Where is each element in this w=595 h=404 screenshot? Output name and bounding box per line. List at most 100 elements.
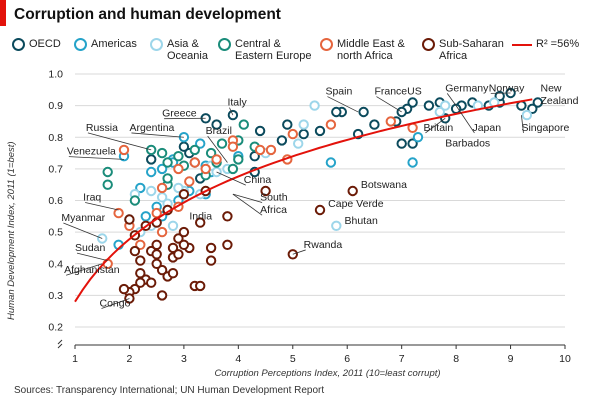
annotation-leader	[76, 252, 108, 261]
point-mena	[254, 144, 266, 156]
annotation-label: Brazil	[206, 125, 232, 137]
annotation-label: Zealand	[541, 95, 579, 107]
x-tick-label: 9	[508, 353, 514, 365]
point-mena	[113, 207, 124, 219]
annotation-label: Cape Verde	[328, 198, 384, 210]
y-tick-label: 1.0	[48, 69, 63, 81]
annotation-leader	[446, 93, 457, 106]
point-asia	[521, 109, 533, 121]
legend-marker-mena	[320, 38, 333, 51]
point-cee	[173, 151, 184, 162]
point-cee	[205, 147, 217, 159]
point-ssa	[205, 242, 217, 254]
legend-label-americas: Americas	[91, 38, 137, 50]
annotation-label: Norway	[489, 82, 525, 94]
point-ssa	[314, 204, 326, 216]
legend-item-americas: Americas	[74, 38, 137, 51]
annotation-leader	[87, 132, 152, 151]
point-mena	[156, 182, 168, 194]
annotation-leader	[232, 193, 263, 203]
point-asia	[167, 220, 179, 232]
y-tick-label: 0.5	[48, 227, 63, 239]
brand-accent-bar	[0, 0, 6, 26]
y-tick-label: 0.3	[48, 290, 63, 302]
point-ssa	[222, 239, 233, 251]
annotation-label: Iraq	[83, 192, 101, 204]
y-tick-label: 0.9	[48, 100, 63, 112]
point-cee	[102, 166, 113, 178]
legend-label-oecd: OECD	[29, 38, 61, 50]
annotation-leader	[425, 117, 446, 134]
annotation-label: Myanmar	[61, 212, 105, 224]
point-ssa	[205, 255, 217, 266]
legend-label-mena: Middle East & north Africa	[337, 38, 405, 62]
y-tick-label: 0.4	[48, 258, 63, 270]
point-oecd	[407, 138, 418, 149]
point-mena	[173, 163, 184, 175]
point-oecd	[211, 119, 222, 130]
legend-marker-americas	[74, 38, 87, 51]
point-ssa	[178, 239, 190, 251]
point-asia	[434, 106, 445, 118]
point-oecd	[396, 106, 407, 118]
point-ssa	[151, 258, 162, 269]
axis-break-marker	[57, 339, 63, 349]
legend-item-fit: R² =56%	[512, 38, 579, 50]
point-ssa	[124, 214, 135, 225]
point-americas	[195, 138, 206, 149]
point-mena	[385, 116, 396, 127]
y-tick-label: 0.6	[48, 195, 63, 207]
point-asia	[146, 185, 157, 197]
annotation-leader	[229, 107, 234, 116]
source-note: Sources: Transparency International; UN …	[14, 385, 325, 396]
point-americas	[412, 132, 424, 143]
annotation-label: US	[407, 86, 422, 98]
x-tick-label: 8	[453, 353, 459, 365]
legend-marker-oecd	[12, 38, 25, 51]
annotation-label: Venezuela	[67, 146, 116, 158]
point-ssa	[135, 268, 146, 279]
point-oecd	[276, 135, 288, 146]
point-mena	[135, 239, 146, 251]
point-oecd	[331, 106, 342, 118]
y-axis-label: Human Development Index, 2011 (1=best)	[6, 141, 17, 320]
point-mena	[118, 144, 130, 156]
point-asia	[331, 220, 342, 232]
legend-marker-ssa	[422, 38, 435, 51]
point-ssa	[129, 245, 141, 257]
annotation-leader	[455, 105, 475, 134]
point-americas	[135, 182, 146, 194]
annotation-leader	[85, 202, 119, 211]
point-oecd	[358, 106, 369, 118]
legend-label-asia: Asia & Oceania	[167, 38, 208, 62]
x-tick-label: 3	[181, 353, 187, 365]
x-tick-label: 7	[399, 353, 405, 365]
annotation-leader	[63, 222, 103, 239]
annotation-label: China	[244, 174, 272, 186]
point-ssa	[178, 189, 190, 200]
annotation-leader	[207, 135, 228, 163]
point-ssa	[173, 249, 184, 260]
point-ssa	[347, 185, 358, 197]
legend-marker-fit	[512, 44, 532, 46]
point-ssa	[118, 283, 130, 295]
annotation-label: Singapore	[521, 122, 569, 134]
point-oecd	[178, 141, 190, 152]
legend-label-ssa: Sub-Saharan Africa	[439, 38, 504, 62]
point-ssa	[156, 264, 168, 276]
annotation-leader	[101, 298, 130, 309]
point-oecd	[249, 151, 260, 162]
x-tick-label: 2	[127, 353, 133, 365]
annotation-label: Spain	[325, 86, 352, 98]
point-mena	[287, 128, 298, 140]
annotation-label: Russia	[86, 122, 118, 134]
point-ssa	[195, 217, 206, 228]
point-ssa	[151, 239, 162, 251]
point-asia	[298, 119, 309, 130]
annotation-label: Greece	[162, 108, 197, 120]
annotation-label: New	[541, 82, 562, 94]
x-tick-label: 1	[72, 353, 78, 365]
annotation-label: Germany	[445, 82, 489, 94]
point-americas	[325, 157, 337, 168]
